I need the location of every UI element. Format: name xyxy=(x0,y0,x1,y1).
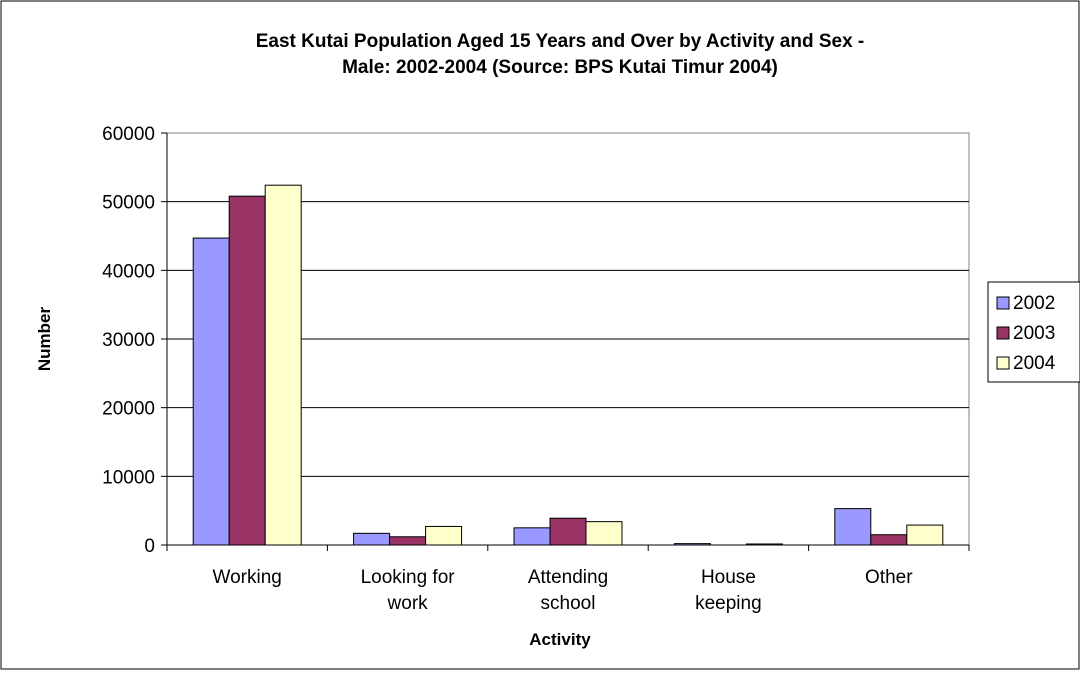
bar-2003 xyxy=(389,536,427,546)
legend: 2002 2003 2004 xyxy=(987,281,1080,383)
bar-2002 xyxy=(513,527,551,546)
x-axis-title: Activity xyxy=(529,630,591,649)
y-tick-label: 40000 xyxy=(102,261,155,282)
bar-2004 xyxy=(425,525,463,546)
bar-2002 xyxy=(353,532,391,546)
y-tick-label: 30000 xyxy=(102,330,155,351)
y-tick-label: 60000 xyxy=(102,124,155,145)
bar-2004 xyxy=(585,521,623,546)
bar-2003 xyxy=(870,534,908,546)
legend-label-2003: 2003 xyxy=(1013,323,1055,344)
bar-2003 xyxy=(228,195,266,546)
bar-2002 xyxy=(834,508,872,546)
bar-2003 xyxy=(549,517,587,546)
y-tick-label: 10000 xyxy=(102,467,155,488)
x-category-label: Attending school xyxy=(528,567,608,614)
legend-swatch-2002 xyxy=(996,296,1010,310)
legend-label-2002: 2002 xyxy=(1013,293,1055,314)
y-tick-label: 20000 xyxy=(102,399,155,420)
legend-swatch-2004 xyxy=(996,356,1010,370)
y-axis-title: Number xyxy=(35,307,54,372)
axes: 0 10000 20000 30000 40000 50000 60000 Working Lo… xyxy=(102,124,970,614)
bars xyxy=(192,184,944,546)
x-category-label: Working xyxy=(213,567,282,588)
y-tick-label: 0 xyxy=(144,536,155,557)
chart-title: East Kutai Population Aged 15 Years and … xyxy=(256,31,865,52)
bar-2004 xyxy=(906,524,944,546)
chart-subtitle: Male: 2002-2004 (Source: BPS Kutai Timur… xyxy=(342,57,778,78)
legend-swatch-2003 xyxy=(996,326,1010,340)
x-category-label: Other xyxy=(865,567,913,588)
y-tick-label: 50000 xyxy=(102,193,155,214)
x-category-label: Looking for work xyxy=(361,567,456,614)
bar-2004 xyxy=(264,184,302,546)
legend-label-2004: 2004 xyxy=(1013,353,1056,374)
x-category-label: House keeping xyxy=(695,567,762,614)
bar-2002 xyxy=(192,237,230,546)
